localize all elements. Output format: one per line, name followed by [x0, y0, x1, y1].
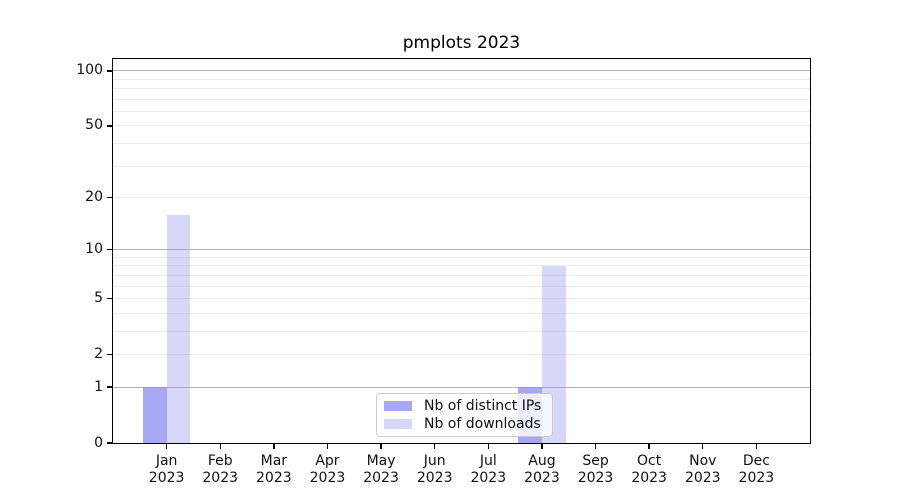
y-tick-label: 20 [85, 189, 103, 205]
x-tick-year: 2023 [202, 469, 239, 486]
legend-label-downloads: Nb of downloads [424, 416, 541, 432]
x-tick-month: Feb [207, 453, 233, 469]
y-tick-label: 5 [94, 290, 103, 307]
x-tick-year: 2023 [470, 469, 507, 486]
legend-item-distinct-ips: Nb of distinct IPs [384, 397, 544, 415]
x-tick [219, 444, 221, 449]
x-tick-year: 2023 [577, 469, 614, 486]
legend-swatch-distinct-ips [384, 401, 412, 411]
x-tick [702, 444, 704, 449]
minor-gridline [113, 125, 810, 127]
x-tick [487, 444, 489, 449]
x-tick-year: 2023 [309, 469, 346, 486]
x-tick [165, 444, 168, 449]
y-tick [107, 353, 112, 356]
y-tick-label: 2 [94, 345, 103, 362]
x-tick [648, 444, 650, 449]
minor-gridline [113, 143, 810, 145]
x-tick [541, 444, 543, 449]
x-tick-month: Oct [637, 453, 662, 469]
x-tick-label: Dec 2023 [714, 453, 798, 486]
x-tick-month: Apr [315, 453, 340, 469]
minor-gridline [113, 353, 810, 355]
x-tick-label: Nov 2023 [661, 453, 745, 486]
x-tick-month: Nov [689, 453, 717, 469]
x-tick-year: 2023 [363, 469, 399, 486]
minor-gridline [113, 330, 810, 332]
x-tick-label: Jun 2023 [393, 453, 477, 486]
x-tick-label: Feb 2023 [178, 453, 262, 486]
minor-gridline [113, 111, 810, 113]
bar-downloads-jan [166, 214, 191, 443]
minor-gridline [113, 197, 810, 198]
legend-item-downloads: Nb of downloads [384, 415, 544, 433]
x-tick-month: Sep [582, 453, 609, 469]
x-tick [594, 444, 597, 449]
major-gridline [113, 249, 810, 251]
x-tick-month: Jun [423, 453, 446, 469]
y-tick [107, 70, 112, 72]
legend-swatch-downloads [384, 419, 412, 429]
x-tick-label: May 2023 [339, 453, 423, 486]
y-tick [107, 248, 112, 251]
minor-gridline [113, 78, 810, 80]
x-tick-year: 2023 [256, 469, 292, 486]
y-tick [107, 125, 112, 127]
y-tick [107, 386, 112, 388]
minor-gridline [113, 256, 810, 258]
y-tick [107, 442, 112, 444]
x-tick-month: Jan [155, 453, 178, 469]
y-tick-label: 1 [94, 378, 103, 395]
minor-gridline [113, 285, 810, 287]
x-tick-label: Apr 2023 [285, 453, 369, 486]
x-tick [273, 444, 275, 449]
x-tick-month: Aug [528, 453, 556, 469]
legend: Nb of distinct IPs Nb of downloads [376, 393, 553, 437]
x-tick [755, 444, 758, 449]
chart-title: pmplots 2023 [402, 33, 521, 53]
y-tick-label: 0 [94, 434, 103, 451]
x-tick-label: Oct 2023 [607, 453, 691, 486]
x-tick-year: 2023 [738, 469, 775, 486]
x-tick-year: 2023 [684, 469, 721, 486]
major-gridline [113, 70, 810, 72]
major-gridline [113, 386, 810, 388]
x-tick [326, 444, 329, 449]
y-tick [107, 196, 112, 199]
x-tick [380, 444, 382, 449]
x-tick-month: Jul [479, 453, 497, 469]
y-tick [107, 297, 112, 300]
minor-gridline [113, 265, 810, 267]
x-tick-label: Jul 2023 [446, 453, 530, 486]
minor-gridline [113, 312, 810, 314]
y-tick-label: 10 [85, 241, 103, 258]
x-tick-label: Sep 2023 [554, 453, 638, 486]
minor-gridline [113, 165, 810, 167]
x-tick [433, 444, 436, 449]
minor-gridline [113, 98, 810, 100]
x-tick-month: Dec [742, 453, 770, 469]
x-tick-year: 2023 [148, 469, 185, 486]
x-tick-label: Jan 2023 [125, 453, 209, 486]
y-tick-label: 50 [85, 117, 103, 134]
x-tick-label: Mar 2023 [232, 453, 316, 486]
bar-distinct-ips-jan [143, 387, 167, 443]
y-tick-label: 100 [76, 62, 103, 79]
x-tick-year: 2023 [631, 469, 667, 486]
minor-gridline [113, 88, 810, 90]
x-tick-year: 2023 [416, 469, 453, 486]
minor-gridline [113, 298, 810, 300]
legend-label-distinct-ips: Nb of distinct IPs [424, 398, 542, 414]
x-tick-month: May [366, 453, 396, 469]
x-tick-month: Mar [260, 453, 288, 469]
minor-gridline [113, 274, 810, 276]
x-tick-label: Aug 2023 [500, 453, 584, 486]
x-tick-year: 2023 [524, 469, 560, 486]
